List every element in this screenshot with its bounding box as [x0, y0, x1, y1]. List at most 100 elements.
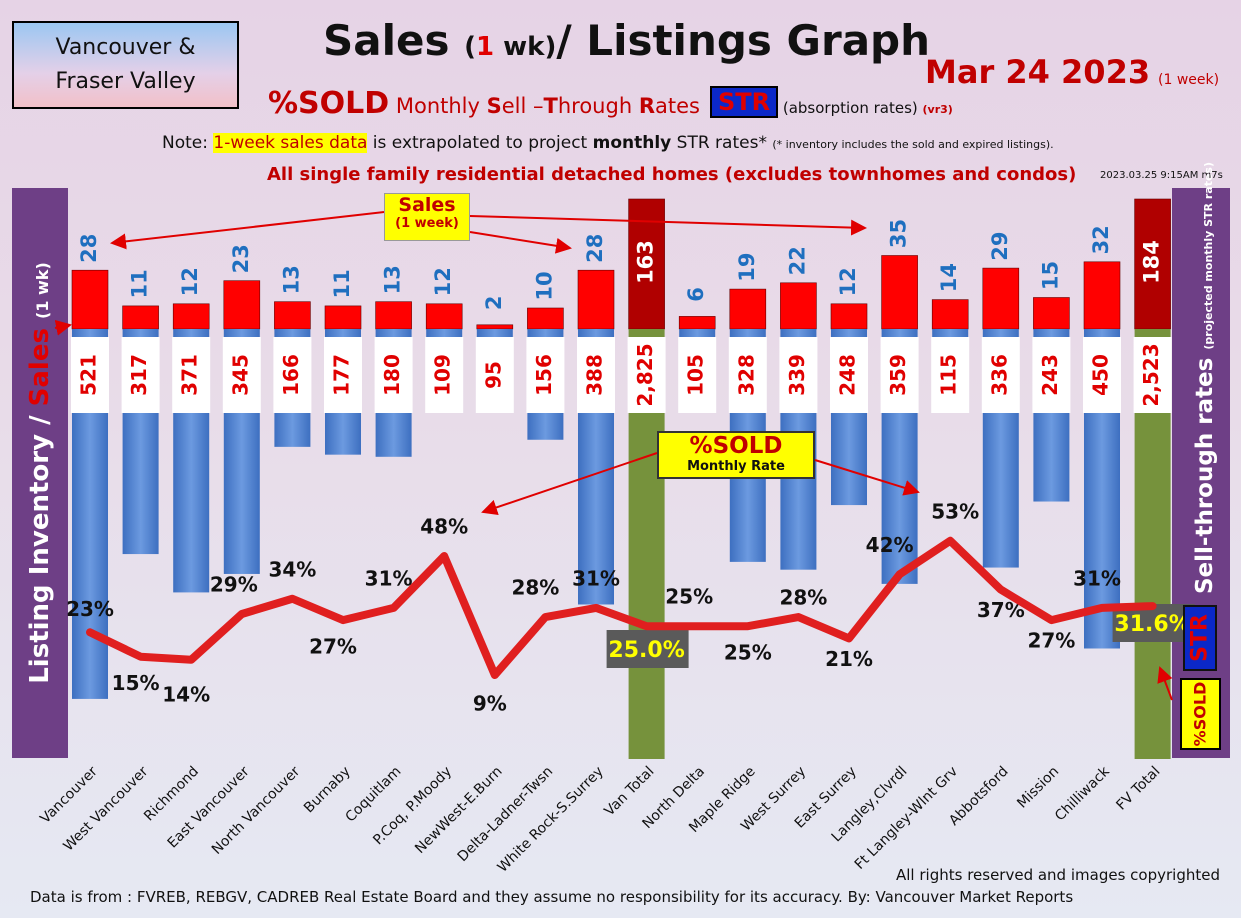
str-label: 21%	[825, 647, 873, 671]
sold-callout: %SOLD Monthly Rate	[657, 431, 815, 479]
sold-callout-title: %SOLD	[689, 433, 783, 459]
sales-callout-title: Sales	[398, 194, 456, 216]
str-label: 9%	[473, 692, 507, 716]
report-date: Mar 24 2023	[925, 53, 1151, 91]
absorption-note: (absorption rates)	[778, 99, 923, 117]
note-end: STR rates*	[671, 133, 773, 153]
note-bold: monthly	[592, 133, 672, 153]
sales-label: 184	[1140, 240, 1164, 284]
x-tick-label: Delta-Ladner-Twsn	[455, 764, 557, 866]
sales-callout: Sales (1 week)	[384, 193, 470, 241]
str-line	[86, 536, 1157, 679]
str-total-bg	[606, 630, 689, 668]
sales-label: 22	[785, 246, 809, 275]
sales-bar	[71, 269, 109, 330]
listing-label: 359	[886, 354, 910, 396]
title-one: 1	[476, 32, 495, 62]
sales-bar	[982, 267, 1020, 330]
x-tick-label: Mission	[1014, 764, 1062, 812]
listing-label-bg	[1083, 337, 1121, 413]
arrow-sales-left	[110, 211, 385, 250]
arrow-right-axis	[1157, 666, 1173, 701]
right-label-sub: (projected monthly STR rates)	[1202, 161, 1215, 350]
str-label: 15%	[112, 671, 160, 695]
right-axis-label: Sell-through rates (projected monthly ST…	[1192, 162, 1218, 594]
str-label: 31%	[365, 566, 413, 590]
sales-bar	[223, 280, 261, 330]
x-tick-label: West Vancouver	[60, 763, 151, 854]
left-axis-label: Listing Inventory / Sales (1 wk)	[25, 262, 55, 684]
left-label-inventory: Listing Inventory	[25, 424, 55, 684]
sales-label: 6	[684, 287, 708, 302]
str-label: 25%	[724, 641, 772, 665]
arrow-sales-mid	[469, 231, 572, 254]
listing-label-bg	[779, 337, 818, 413]
sales-label: 12	[836, 267, 860, 296]
listing-label: 115	[937, 354, 961, 396]
str-total-label: 31.6%	[1114, 612, 1190, 637]
chart-title: Sales (1 wk)/ Listings Graph	[323, 16, 930, 65]
sales-label: 28	[583, 234, 607, 263]
bars-layer	[71, 198, 1171, 759]
title-wk: wk)	[494, 32, 557, 62]
listing-label-bg	[830, 337, 868, 413]
sales-label: 13	[381, 265, 405, 294]
x-tick-label: North Vancouver	[209, 763, 303, 857]
chart-subtitle: %SOLD Monthly Sell –Through Rates STR (ab…	[268, 86, 953, 121]
listing-label: 328	[734, 354, 758, 396]
subtitle-s: S	[486, 94, 502, 118]
sales-bar	[931, 299, 969, 330]
listing-label: 177	[330, 354, 354, 396]
sales-label: 10	[532, 271, 556, 300]
listing-label-bg	[931, 337, 970, 413]
sales-label: 15	[1038, 261, 1062, 290]
note-highlight: 1-week sales data	[213, 133, 368, 153]
right-label-main: Sell-through rates	[1192, 349, 1218, 595]
str-label: 34%	[268, 557, 316, 581]
sales-label: 163	[634, 240, 658, 284]
sales-label: 12	[431, 267, 455, 296]
subtitle-sold: %SOLD	[268, 86, 390, 121]
str-total-label: 25.0%	[608, 638, 684, 663]
sales-bar	[122, 305, 159, 330]
sales-bar	[375, 301, 412, 330]
title-paren: (	[464, 32, 476, 62]
sales-label: 23	[229, 244, 253, 273]
listing-label: 336	[987, 354, 1011, 396]
subtitle-ates: ates	[654, 94, 700, 118]
note-small: (* inventory includes the sold and expir…	[772, 138, 1054, 151]
subtitle-ell: ell –	[501, 94, 544, 118]
note-line: Note: 1-week sales data is extrapolated …	[162, 133, 1054, 153]
right-str-label: STR	[1187, 614, 1213, 662]
listing-label-bg	[627, 337, 666, 413]
sales-bar	[172, 303, 210, 330]
region-box: Vancouver & Fraser Valley	[12, 21, 239, 109]
source-note: Data is from : FVREB, REBGV, CADREB Real…	[30, 888, 1074, 906]
listing-label-bg	[222, 337, 261, 413]
sales-bar	[881, 255, 918, 330]
listing-label-bg	[1133, 337, 1172, 413]
str-label: 28%	[779, 586, 827, 610]
x-tick-label: White Rock-S.Surrey	[495, 764, 607, 876]
x-tick-label: Ft Langley-Wlnt Grv	[852, 764, 961, 873]
right-sold-box	[1180, 678, 1221, 750]
sales-bar	[274, 301, 311, 330]
left-label-slash: /	[25, 415, 55, 425]
sales-label: 13	[279, 265, 303, 294]
str-label: 31%	[1073, 566, 1121, 590]
listing-label: 339	[785, 354, 809, 396]
sales-label: 19	[735, 252, 759, 281]
str-label: 53%	[931, 499, 979, 523]
title-listings: / Listings Graph	[556, 16, 931, 65]
str-label: 31%	[572, 566, 620, 590]
sales-bar	[1134, 198, 1171, 330]
listing-label: 371	[178, 354, 202, 396]
arrow-left-axis	[54, 319, 72, 336]
sales-label: 14	[937, 263, 961, 292]
region-line-1: Vancouver &	[55, 35, 196, 60]
right-str-box	[1183, 605, 1217, 671]
title-sales: Sales	[323, 16, 450, 65]
arrows-layer	[54, 211, 1173, 701]
